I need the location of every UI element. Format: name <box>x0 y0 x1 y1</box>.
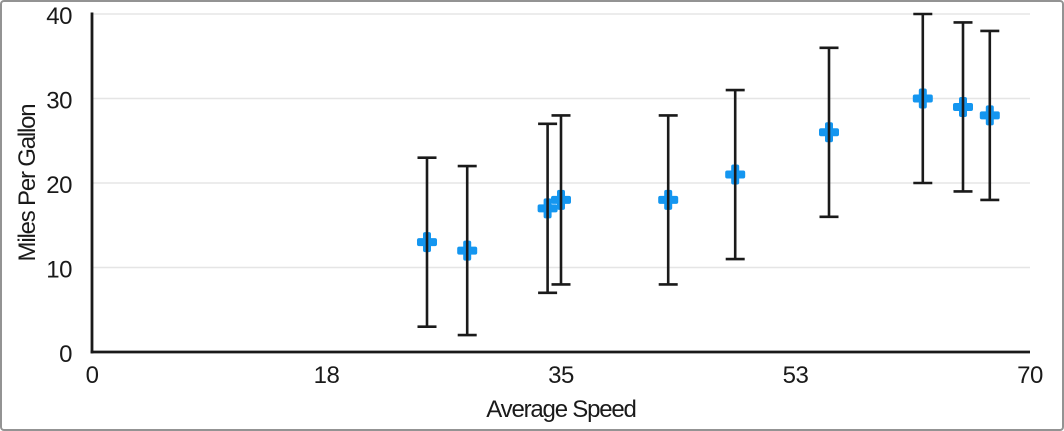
x-tick-label: 0 <box>86 362 99 389</box>
error-bar <box>953 21 973 193</box>
error-bar <box>819 46 839 219</box>
axes-layer <box>90 12 1030 354</box>
x-tick-label: 35 <box>548 362 574 389</box>
error-bars-layer <box>417 12 1000 337</box>
error-bar <box>417 156 437 328</box>
data-points-layer <box>417 88 1000 261</box>
tick-labels-layer: 40 30 20 10 00 18 35 53 70 <box>46 3 1043 389</box>
y-tick-label: 30 <box>46 88 72 115</box>
x-tick-label: 18 <box>314 362 340 389</box>
error-bar <box>551 114 571 286</box>
y-tick-label: 40 <box>46 3 72 30</box>
error-bar <box>980 29 1000 202</box>
error-bar <box>658 114 678 286</box>
x-axis-title: Average Speed <box>486 396 635 423</box>
y-tick-label: 0 <box>59 341 72 368</box>
x-tick-label: 70 <box>1017 362 1043 389</box>
x-tick-label: 53 <box>783 362 809 389</box>
y-tick-label: 10 <box>46 257 72 284</box>
error-bar <box>457 164 477 337</box>
error-bar <box>725 88 745 261</box>
y-tick-label: 20 <box>46 172 72 199</box>
y-axis-title: Miles Per Gallon <box>14 105 41 262</box>
error-bar <box>538 122 558 295</box>
error-bar <box>913 12 933 185</box>
